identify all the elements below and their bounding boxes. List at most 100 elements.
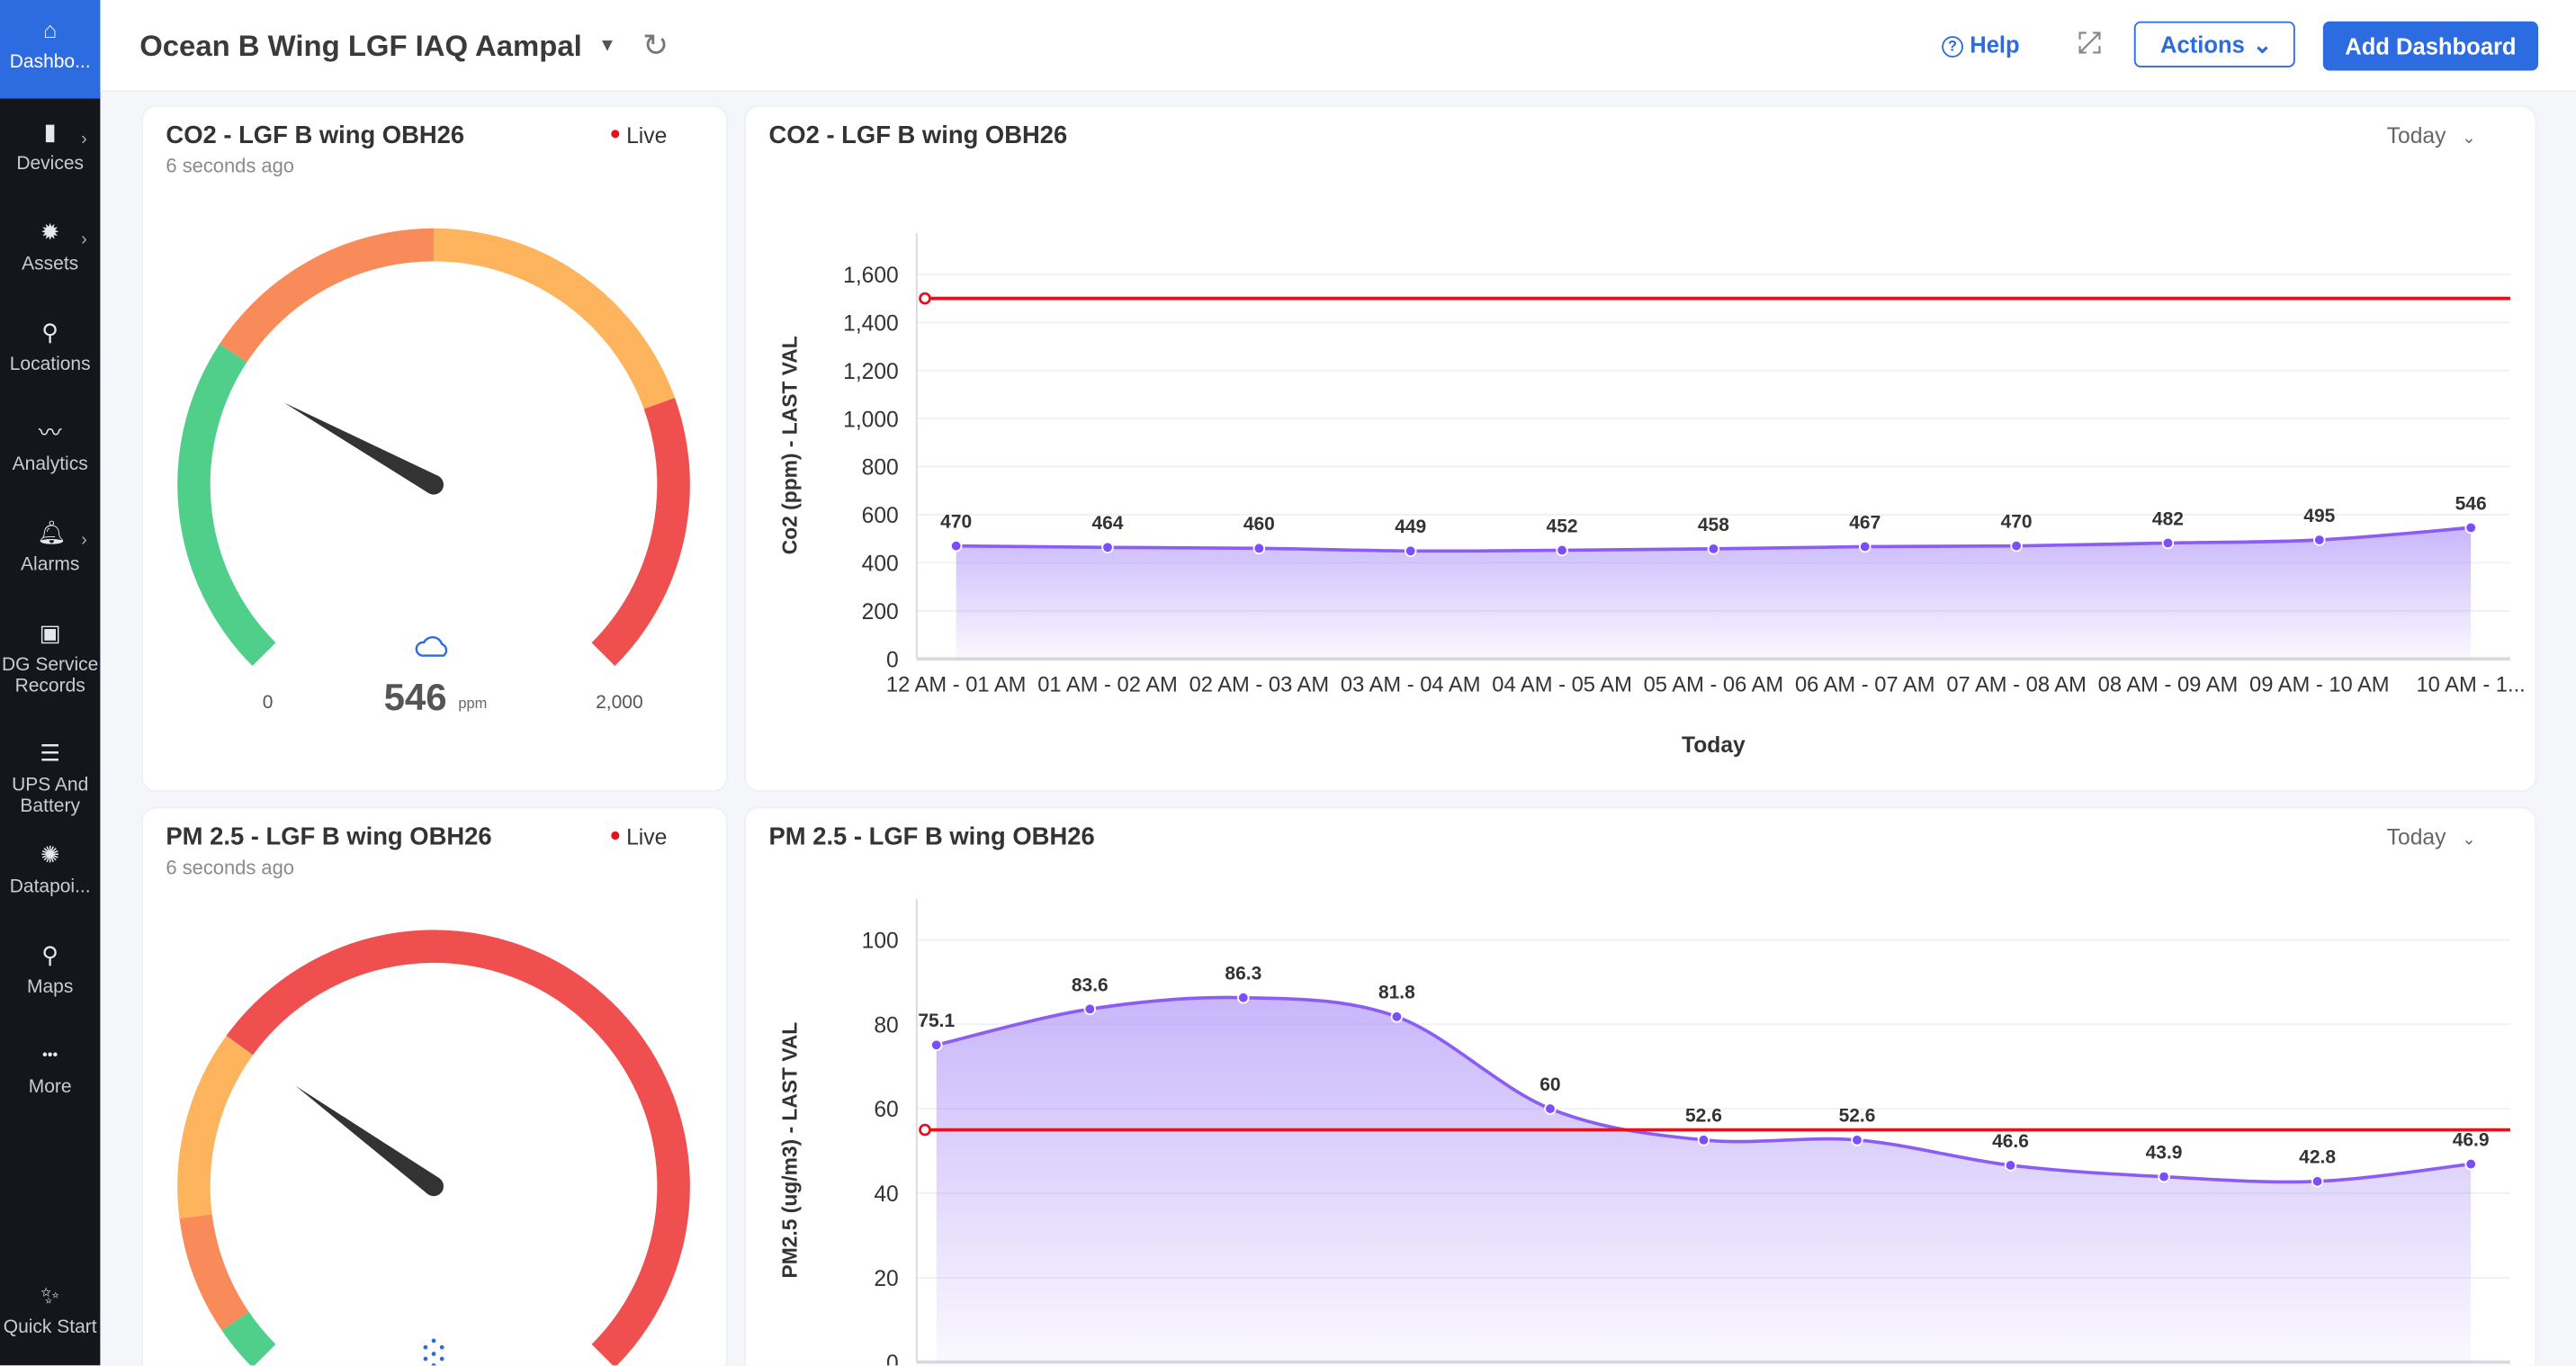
time-range-dropdown[interactable]: Today ⌄: [2387, 123, 2476, 148]
data-label: 460: [1243, 514, 1275, 535]
bell-icon: 🔔︎: [37, 518, 67, 546]
gauge-needle-hub: [424, 1176, 444, 1197]
caret-down-icon[interactable]: ▼: [597, 36, 616, 57]
series-area: [936, 997, 2472, 1362]
data-point: [1544, 1102, 1557, 1115]
datapoint-icon: ✺: [40, 840, 60, 868]
sidebar-item-dashbo[interactable]: ⌂ Dashbo...: [0, 0, 101, 99]
help-icon: ?: [1942, 36, 1963, 58]
data-label: 83.6: [1072, 975, 1108, 995]
y-tick-label: 1,600: [843, 264, 899, 288]
live-indicator: Live: [611, 123, 667, 148]
data-point: [1252, 542, 1266, 555]
top-bar: Ocean B Wing LGF IAQ Aampal ▼ ↻ ? Help Ac…: [100, 0, 2576, 93]
data-label: 458: [1698, 515, 1729, 535]
data-point: [1851, 1134, 1863, 1146]
y-tick-label: 400: [862, 552, 899, 576]
data-point: [2464, 521, 2477, 535]
y-tick-label: 0: [886, 648, 899, 672]
magic-wand-icon: ✨︎: [40, 1281, 60, 1308]
gauge-band: [179, 1214, 249, 1331]
add-dashboard-button[interactable]: Add Dashboard: [2322, 21, 2538, 71]
y-axis-title: Co2 (ppm) - LAST VAL: [778, 336, 802, 554]
co2-gauge-widget: CO2 - LGF B wing OBH26 6 seconds ago Liv…: [142, 106, 727, 791]
x-tick-label: 04 AM - 05 AM: [1492, 674, 1632, 697]
y-tick-label: 100: [862, 930, 899, 954]
location-icon: ⚲: [41, 319, 59, 346]
sidebar-item-assets[interactable]: ✹ › Assets: [0, 202, 100, 301]
refresh-icon[interactable]: ↻: [642, 28, 669, 64]
data-label: 546: [2455, 493, 2487, 514]
home-icon: ⌂: [42, 16, 58, 43]
widget-title: PM 2.5 - LGF B wing OBH26: [166, 822, 492, 851]
sidebar-item-datapoi[interactable]: ✺ Datapoi...: [0, 825, 100, 924]
data-point: [1858, 540, 1871, 553]
map-pin-icon: ⚲: [41, 941, 59, 968]
threshold-marker: [919, 292, 931, 305]
data-label: 60: [1539, 1074, 1560, 1095]
x-tick-label: 06 AM - 07 AM: [1795, 674, 1935, 697]
chevron-right-icon: ›: [81, 130, 87, 150]
sidebar-item-devices[interactable]: ▮ › Devices: [0, 102, 100, 201]
dashboard-title[interactable]: Ocean B Wing LGF IAQ Aampal: [139, 28, 582, 62]
time-range-dropdown[interactable]: Today ⌄: [2387, 825, 2476, 849]
time-range-label: Today: [2386, 122, 2446, 148]
sidebar-item-label: Assets: [22, 255, 79, 274]
x-tick-label: 10 AM - 1...: [2416, 674, 2525, 697]
sidebar-item-label: More: [28, 1077, 72, 1098]
data-label: 52.6: [1685, 1106, 1722, 1127]
device-icon: ▮: [43, 118, 57, 145]
sidebar-item-dg-service-records[interactable]: ▣ DG Service Records: [0, 603, 100, 718]
sidebar-item-ups-and-battery[interactable]: ☰ UPS And Battery: [0, 723, 100, 838]
analytics-icon: 〰: [38, 418, 62, 445]
widget-title: PM 2.5 - LGF B wing OBH26: [768, 822, 1095, 851]
chevron-down-icon: ⌄: [2462, 831, 2476, 849]
sidebar-item-label: Quick Start: [3, 1317, 97, 1338]
help-link[interactable]: ? Help: [1942, 31, 2020, 58]
generator-icon: ▣: [39, 619, 61, 646]
pm-gauge-widget: PM 2.5 - LGF B wing OBH26 6 seconds ago …: [142, 808, 727, 1366]
sidebar-item-analytics[interactable]: 〰 Analytics: [0, 402, 100, 501]
gauge-max-label: 2,000: [596, 692, 643, 713]
sidebar-item-label: Maps: [27, 977, 74, 998]
cloud-icon: [415, 636, 448, 657]
gauge-band: [591, 398, 690, 667]
data-point: [949, 539, 963, 553]
data-point: [2004, 1159, 2017, 1172]
gauge-needle: [283, 402, 439, 494]
x-tick-label: 02 AM - 03 AM: [1189, 674, 1330, 697]
expand-icon[interactable]: [2077, 30, 2103, 56]
data-point: [1083, 1002, 1097, 1016]
series-area: [956, 527, 2472, 660]
pm-gauge: [177, 930, 690, 1366]
live-dot: [611, 130, 620, 139]
sidebar-item-maps[interactable]: ⚲ Maps: [0, 925, 100, 1024]
actions-button[interactable]: Actions ⌄: [2133, 21, 2295, 67]
data-label: 46.6: [1992, 1131, 2029, 1152]
data-point: [2161, 536, 2175, 550]
x-tick-label: 12 AM - 01 AM: [886, 674, 1027, 697]
live-label: Live: [626, 824, 668, 849]
sidebar-item-alarms[interactable]: 🔔︎ › Alarms: [0, 503, 100, 602]
y-tick-label: 80: [874, 1013, 898, 1038]
data-label: 470: [2001, 512, 2033, 533]
data-label: 46.9: [2453, 1129, 2490, 1150]
y-tick-label: 1,400: [843, 311, 899, 336]
widget-title: CO2 - LGF B wing OBH26: [166, 121, 465, 150]
pm-chart-widget: PM 2.5 - LGF B wing OBH26 Today ⌄ 0 20 40 6…: [745, 808, 2536, 1366]
sidebar-item-more[interactable]: ••• More: [0, 1025, 100, 1124]
help-label: Help: [1970, 31, 2020, 58]
gauge-band: [177, 344, 276, 667]
data-point: [2158, 1170, 2170, 1183]
sidebar-item-quick-start[interactable]: ✨︎ Quick Start: [0, 1265, 100, 1364]
gauge-arc: [177, 228, 690, 667]
actions-label: Actions: [2160, 31, 2245, 58]
data-label: 495: [2303, 506, 2335, 526]
last-updated: 6 seconds ago: [166, 856, 294, 879]
last-updated: 6 seconds ago: [166, 154, 294, 178]
dashboard-title-row: Ocean B Wing LGF IAQ Aampal ▼ ↻: [139, 23, 669, 69]
x-tick-label: 05 AM - 06 AM: [1644, 674, 1784, 697]
y-axis-title: PM2.5 (ug/m3) - LAST VAL: [778, 1022, 802, 1279]
x-tick-label: 08 AM - 09 AM: [2098, 674, 2239, 697]
sidebar-item-locations[interactable]: ⚲ Locations: [0, 302, 100, 401]
